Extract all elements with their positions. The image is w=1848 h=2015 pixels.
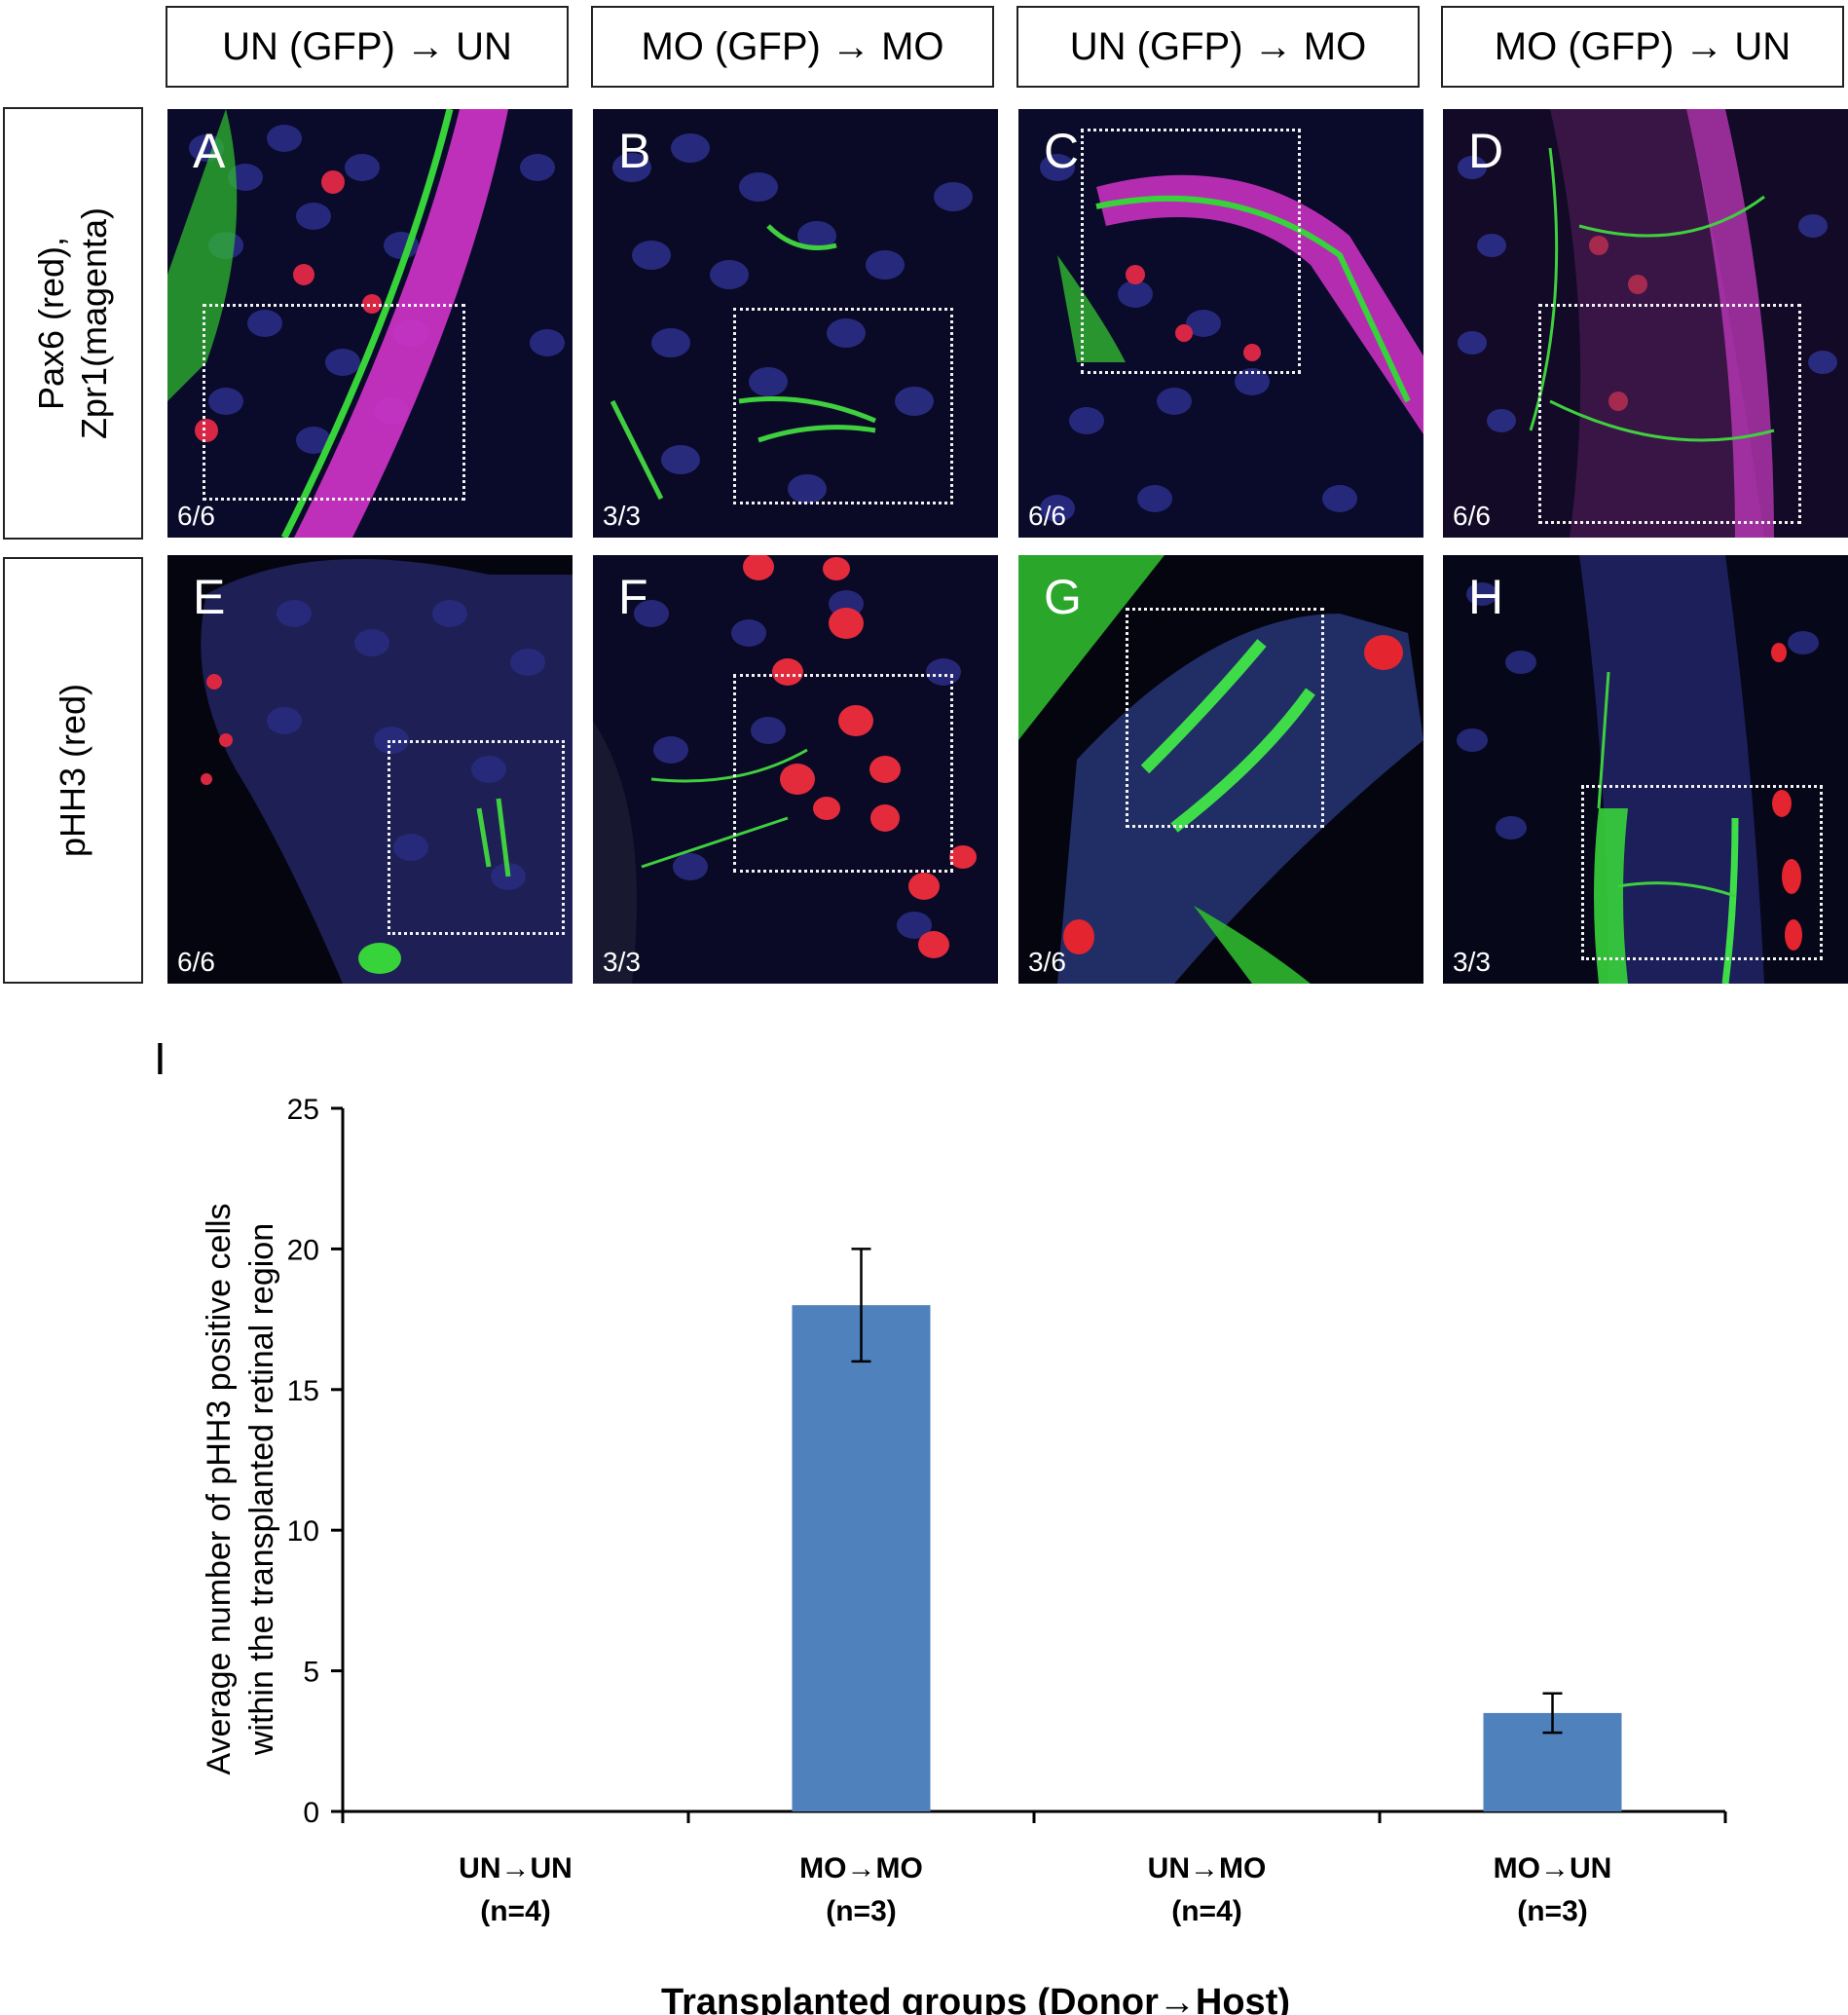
x-category-n-label: (n=3) (1517, 1895, 1588, 1927)
column-header-4: MO (GFP) → UN (1441, 6, 1844, 88)
y-axis-title-line: Average number of pHH3 positive cells (201, 1203, 238, 1774)
region-of-interest-box (1538, 304, 1801, 524)
panel-count: 6/6 (1453, 501, 1491, 531)
region-of-interest-box (733, 308, 953, 504)
y-tick-label: 0 (303, 1797, 319, 1829)
column-header-label: MO (GFP) → MO (641, 24, 944, 68)
panel-letter: D (1468, 124, 1504, 178)
column-header-1: UN (GFP) → UN (166, 6, 569, 88)
bar (792, 1305, 931, 1811)
micrograph-image (1018, 555, 1423, 984)
panel-letter: B (618, 124, 651, 178)
x-category-n-label: (n=4) (480, 1895, 551, 1927)
x-category-label: MO→UN (1494, 1852, 1612, 1884)
panel-count: 3/3 (1453, 947, 1491, 977)
x-category-label: UN→UN (459, 1852, 573, 1884)
panel-letter: A (193, 124, 226, 178)
micrograph-image (167, 109, 573, 538)
micrograph-panel-c: C 6/6 (1018, 109, 1423, 538)
region-of-interest-box (1581, 785, 1823, 960)
panel-letter: F (618, 570, 648, 624)
panel-count: 3/6 (1028, 947, 1066, 977)
row-label-line: Zpr1(magenta) (74, 206, 114, 440)
row-label-staining-1: Pax6 (red), Zpr1(magenta) (3, 107, 143, 540)
y-tick-label: 20 (287, 1234, 319, 1266)
column-header-label: MO (GFP) → UN (1494, 24, 1792, 68)
x-category-n-label: (n=3) (826, 1895, 897, 1927)
panel-count: 6/6 (1028, 501, 1066, 531)
row-label-line: pHH3 (red) (53, 683, 92, 858)
panel-count: 6/6 (177, 501, 215, 531)
column-header-3: UN (GFP) → MO (1016, 6, 1420, 88)
micrograph-image (593, 555, 998, 984)
column-header-2: MO (GFP) → MO (591, 6, 994, 88)
region-of-interest-box (733, 674, 953, 873)
micrograph-panel-d: D 6/6 (1443, 109, 1848, 538)
micrograph-panel-f: F 3/3 (593, 555, 998, 984)
panel-letter: C (1044, 124, 1080, 178)
bar-chart: 0 5 10 15 20 25 UN→UN (n=4) MO→MO (n=3) UN→MO (n=4)… (201, 1094, 1727, 2015)
micrograph-image (593, 109, 998, 538)
panel-letter: E (193, 570, 226, 624)
micrograph-panel-h: H 3/3 (1443, 555, 1848, 984)
x-category-n-label: (n=4) (1171, 1895, 1242, 1927)
y-tick-label: 10 (287, 1515, 319, 1548)
region-of-interest-box (388, 740, 565, 935)
panel-count: 6/6 (177, 947, 215, 977)
micrograph-image (1443, 109, 1848, 538)
y-tick-label: 5 (303, 1657, 319, 1689)
micrograph-image (167, 555, 573, 984)
micrograph-panel-g: G 3/6 (1018, 555, 1423, 984)
column-header-label: UN (GFP) → MO (1069, 24, 1367, 68)
y-axis-title-line: within the transplanted retinal region (243, 1223, 280, 1756)
panel-count: 3/3 (603, 501, 641, 531)
x-axis-title: Transplanted groups (Donor→Host) (661, 1982, 1290, 2015)
x-category-label: UN→MO (1148, 1852, 1267, 1884)
micrograph-image (1443, 555, 1848, 984)
micrograph-image (1018, 109, 1423, 538)
column-header-label: UN (GFP) → UN (222, 24, 512, 68)
region-of-interest-box (1081, 129, 1301, 374)
y-tick-label: 15 (287, 1375, 319, 1407)
micrograph-panel-b: B 3/3 (593, 109, 998, 538)
panel-count: 3/3 (603, 947, 641, 977)
panel-letter: H (1468, 570, 1504, 624)
y-tick-label: 25 (287, 1094, 319, 1126)
region-of-interest-box (1126, 608, 1324, 828)
chart-panel-letter: I (154, 1033, 166, 1084)
panel-letter: G (1044, 570, 1082, 624)
micrograph-panel-a: A 6/6 (167, 109, 573, 538)
region-of-interest-box (203, 304, 465, 501)
micrograph-panel-e: E 6/6 (167, 555, 573, 984)
x-category-label: MO→MO (799, 1852, 923, 1884)
row-label-line: Pax6 (red), (31, 236, 71, 411)
row-label-staining-2: pHH3 (red) (3, 557, 143, 984)
